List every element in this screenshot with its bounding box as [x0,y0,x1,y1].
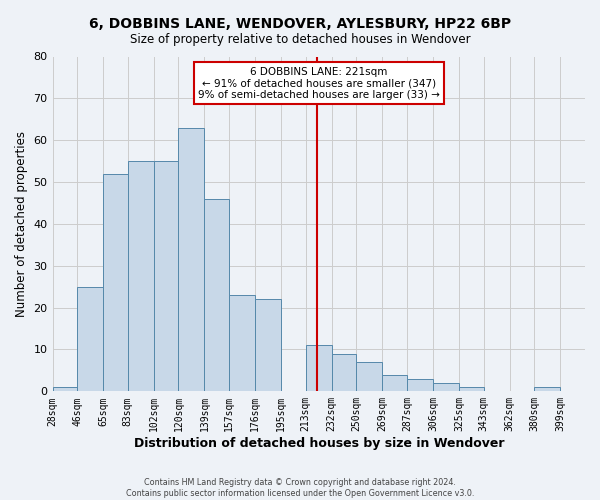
Bar [154,161,178,392]
Bar [53,387,77,392]
Bar [459,387,484,392]
Bar [255,300,281,392]
Bar [382,374,407,392]
Bar [535,387,560,392]
Text: 6 DOBBINS LANE: 221sqm
← 91% of detached houses are smaller (347)
9% of semi-det: 6 DOBBINS LANE: 221sqm ← 91% of detached… [198,66,440,100]
Bar [229,295,255,392]
Text: 6, DOBBINS LANE, WENDOVER, AYLESBURY, HP22 6BP: 6, DOBBINS LANE, WENDOVER, AYLESBURY, HP… [89,18,511,32]
Bar [306,346,332,392]
Bar [128,161,154,392]
X-axis label: Distribution of detached houses by size in Wendover: Distribution of detached houses by size … [134,437,504,450]
Bar [77,286,103,392]
Bar [332,354,356,392]
Y-axis label: Number of detached properties: Number of detached properties [15,131,28,317]
Bar [356,362,382,392]
Bar [407,379,433,392]
Text: Size of property relative to detached houses in Wendover: Size of property relative to detached ho… [130,32,470,46]
Bar [433,383,459,392]
Bar [103,174,128,392]
Bar [178,128,205,392]
Bar [205,199,229,392]
Text: Contains HM Land Registry data © Crown copyright and database right 2024.
Contai: Contains HM Land Registry data © Crown c… [126,478,474,498]
